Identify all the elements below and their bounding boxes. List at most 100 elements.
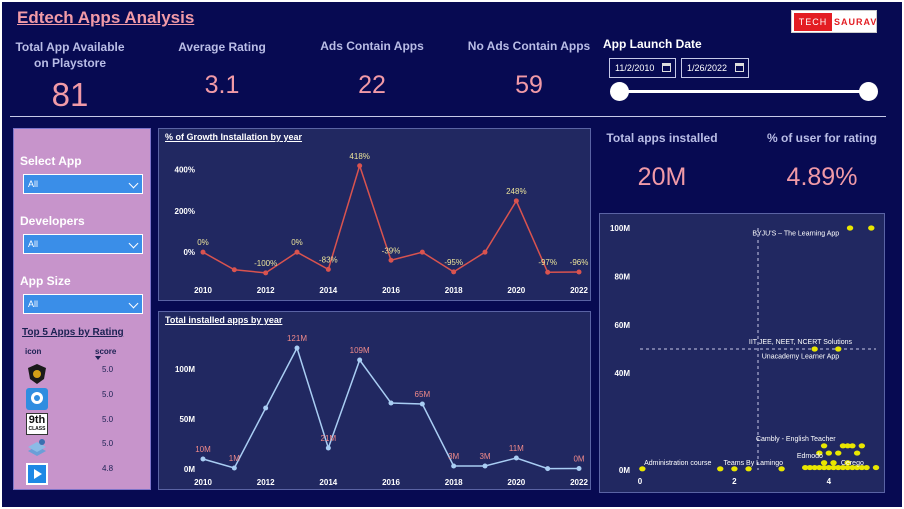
app-size-dropdown[interactable]: All xyxy=(23,294,143,314)
kpi-rating-label: Average Rating xyxy=(178,40,266,54)
scatter-point xyxy=(811,464,818,471)
page-title: Edtech Apps Analysis xyxy=(17,8,195,27)
kpi-ads-label: Ads Contain Apps xyxy=(320,39,424,53)
installs-ytick-label: 50M xyxy=(179,415,195,424)
class9-book-icon: 9th CLASS xyxy=(26,413,48,435)
scatter-point xyxy=(853,464,861,471)
brand-logo: TECH SAURAV xyxy=(791,10,877,33)
growth-xtick-label: 2022 xyxy=(570,286,588,295)
growth-xtick-label: 2010 xyxy=(194,286,212,295)
end-date-value: 1/26/2022 xyxy=(687,63,728,73)
scatter-point xyxy=(717,466,724,472)
chevron-down-icon xyxy=(128,178,139,189)
scatter-point-label: Edmodo xyxy=(797,453,823,460)
scatter-xtick-label: 2 xyxy=(732,477,737,486)
user-rating-label: % of user for rating xyxy=(766,131,877,145)
scatter-point xyxy=(820,460,828,466)
scatter-point xyxy=(811,346,818,352)
logo-tech: TECH xyxy=(794,13,832,31)
scatter-point xyxy=(820,443,828,449)
developers-value: All xyxy=(28,239,39,249)
scatter-point-label: IIT JEE, NEET, NCERT Solutions xyxy=(749,339,853,346)
growth-data-point xyxy=(576,269,582,275)
total-installed-label: Total apps installed xyxy=(606,131,718,145)
scatter-xtick-label: 4 xyxy=(827,477,832,486)
growth-xtick-label: 2016 xyxy=(382,286,400,295)
growth-data-point xyxy=(231,267,237,273)
shield-logo-icon xyxy=(26,363,48,385)
installs-data-point xyxy=(576,466,582,471)
calendar-icon[interactable] xyxy=(662,63,671,72)
developers-label: Developers xyxy=(20,214,85,228)
growth-xtick-label: 2014 xyxy=(319,286,337,295)
growth-data-point xyxy=(545,269,551,275)
scatter-ytick-label: 80M xyxy=(614,272,630,281)
scatter-point xyxy=(846,225,854,231)
growth-xtick-label: 2018 xyxy=(445,286,463,295)
scatter-point xyxy=(844,443,851,449)
class9-caption: CLASS xyxy=(28,426,46,432)
scatter-point xyxy=(863,464,870,471)
kpi-noads-label: No Ads Contain Apps xyxy=(467,39,591,53)
installs-data-label: 109M xyxy=(350,346,370,355)
growth-data-label: -97% xyxy=(538,258,557,267)
start-date-input[interactable]: 11/2/2010 xyxy=(609,58,676,78)
kpi-total-label: Total App Available on Playstore xyxy=(15,40,125,70)
app-score: 5.0 xyxy=(102,415,114,424)
installs-ytick-label: 100M xyxy=(175,365,195,374)
scatter-point xyxy=(839,464,847,471)
slider-start-handle[interactable] xyxy=(610,82,629,101)
select-app-dropdown[interactable]: All xyxy=(23,174,143,194)
installs-data-label: 121M xyxy=(287,334,307,343)
col-icon-header[interactable]: icon xyxy=(25,347,42,356)
growth-data-point xyxy=(482,249,488,255)
scatter-point xyxy=(872,464,880,471)
logo-saurav: SAURAV xyxy=(834,17,878,27)
scatter-point xyxy=(825,450,832,456)
installs-data-label: 1M xyxy=(229,454,240,463)
developers-dropdown[interactable]: All xyxy=(23,234,143,254)
date-range-slider[interactable] xyxy=(618,90,870,93)
growth-chart-title: % of Growth Installation by year xyxy=(165,132,303,142)
sort-desc-icon xyxy=(95,356,101,360)
filter-panel: Select App All Developers All App Size A… xyxy=(13,128,151,490)
scatter-point xyxy=(745,466,752,472)
installs-chart-title: Total installed apps by year xyxy=(165,315,283,325)
installs-data-point xyxy=(388,400,394,406)
installs-data-label: 10M xyxy=(195,445,211,454)
scatter-point xyxy=(816,464,823,471)
installs-data-point xyxy=(357,357,363,363)
scatter-point xyxy=(835,450,842,456)
scatter-point xyxy=(731,466,738,472)
kpi-total-value: 81 xyxy=(51,76,89,113)
calendar-icon[interactable] xyxy=(735,63,744,72)
growth-data-label: 0% xyxy=(197,238,209,247)
installs-xtick-label: 2012 xyxy=(257,478,275,487)
growth-ytick-label: 400% xyxy=(175,165,195,174)
scatter-point xyxy=(835,346,842,352)
installs-data-point xyxy=(325,445,331,451)
slider-end-handle[interactable] xyxy=(859,82,878,101)
scatter-point xyxy=(868,225,875,231)
end-date-input[interactable]: 1/26/2022 xyxy=(681,58,749,78)
scatter-point xyxy=(839,443,847,449)
col-score-header[interactable]: score xyxy=(95,347,117,356)
installs-data-point xyxy=(200,456,206,462)
installs-data-point xyxy=(419,401,425,407)
installs-data-point xyxy=(482,463,488,469)
installs-xtick-label: 2018 xyxy=(445,478,463,487)
installs-data-point xyxy=(294,345,300,351)
circle-badge-icon xyxy=(26,388,48,410)
app-score: 5.0 xyxy=(102,365,114,374)
growth-data-label: 0% xyxy=(291,238,303,247)
installs-data-label: 11M xyxy=(509,444,524,453)
scatter-point-label: BYJU'S – The Learning App xyxy=(752,230,839,237)
kpi-ads-value: 22 xyxy=(358,71,386,99)
header-divider xyxy=(10,116,886,117)
app-score: 5.0 xyxy=(102,390,114,399)
growth-data-point xyxy=(200,249,206,255)
select-app-value: All xyxy=(28,179,39,189)
scatter-point xyxy=(806,464,814,471)
installs-ytick-label: 0M xyxy=(184,465,195,474)
